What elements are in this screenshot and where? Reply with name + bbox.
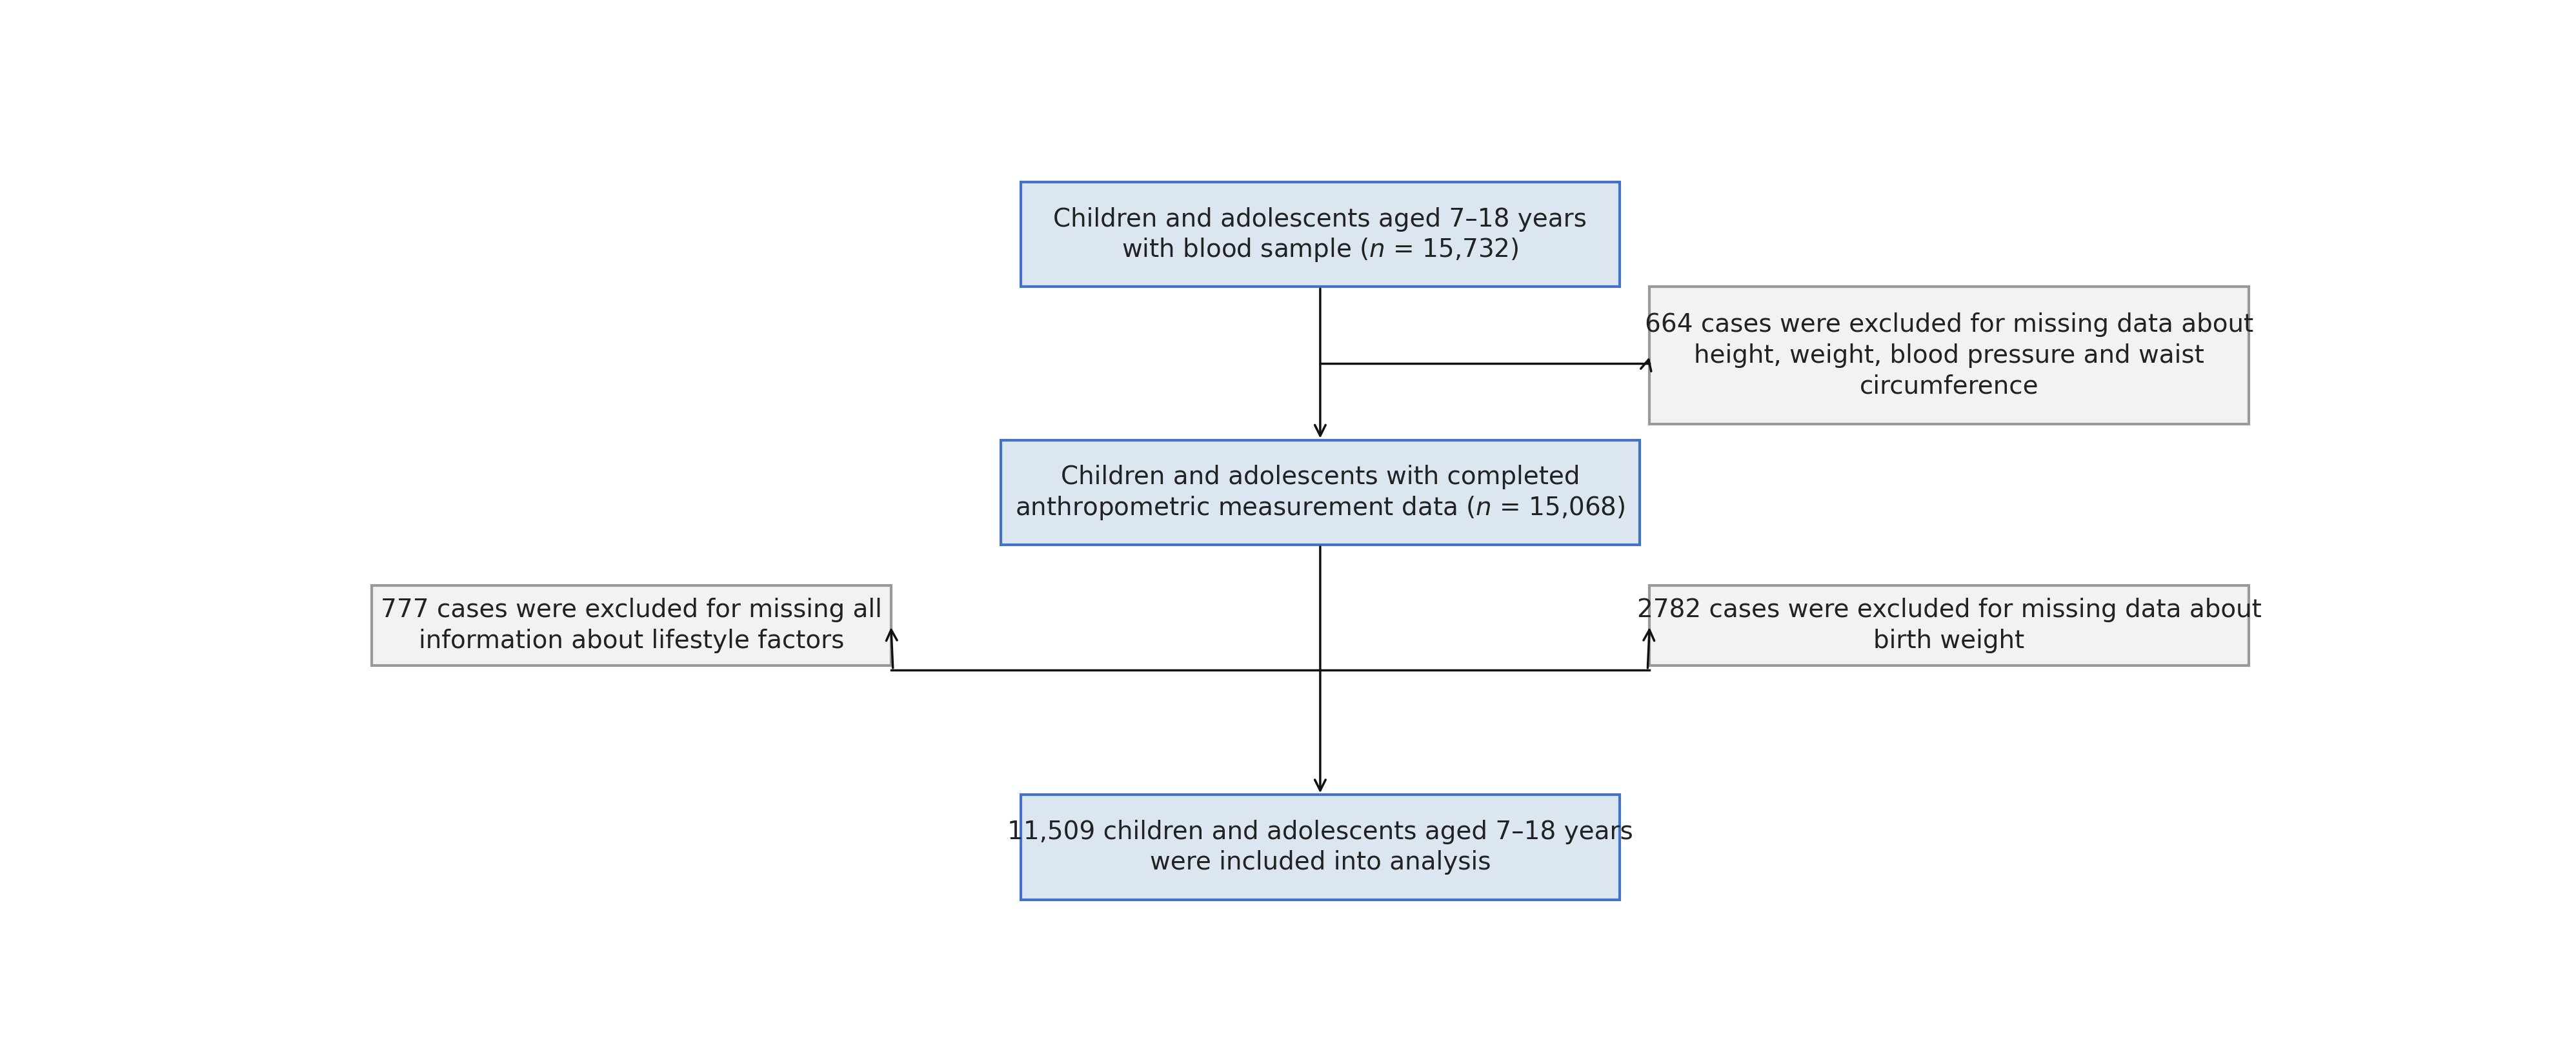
Text: with blood sample ($n$ = 15,732): with blood sample ($n$ = 15,732) [1121,237,1520,264]
Text: Children and adolescents with completed: Children and adolescents with completed [1061,465,1579,489]
FancyBboxPatch shape [1020,182,1620,287]
FancyBboxPatch shape [1649,585,2249,666]
Text: 664 cases were excluded for missing data about: 664 cases were excluded for missing data… [1643,312,2254,337]
Text: circumference: circumference [1860,374,2038,398]
Text: were included into analysis: were included into analysis [1149,850,1492,874]
Text: 2782 cases were excluded for missing data about: 2782 cases were excluded for missing dat… [1636,598,2262,622]
Text: height, weight, blood pressure and waist: height, weight, blood pressure and waist [1695,343,2205,367]
Text: information about lifestyle factors: information about lifestyle factors [420,628,845,653]
FancyBboxPatch shape [1649,287,2249,424]
Text: birth weight: birth weight [1873,628,2025,653]
Text: 11,509 children and adolescents aged 7–18 years: 11,509 children and adolescents aged 7–1… [1007,820,1633,844]
Text: Children and adolescents aged 7–18 years: Children and adolescents aged 7–18 years [1054,207,1587,231]
FancyBboxPatch shape [1020,795,1620,899]
FancyBboxPatch shape [371,585,891,666]
Text: anthropometric measurement data ($n$ = 15,068): anthropometric measurement data ($n$ = 1… [1015,494,1625,521]
FancyBboxPatch shape [999,440,1638,544]
Text: 777 cases were excluded for missing all: 777 cases were excluded for missing all [381,598,881,622]
